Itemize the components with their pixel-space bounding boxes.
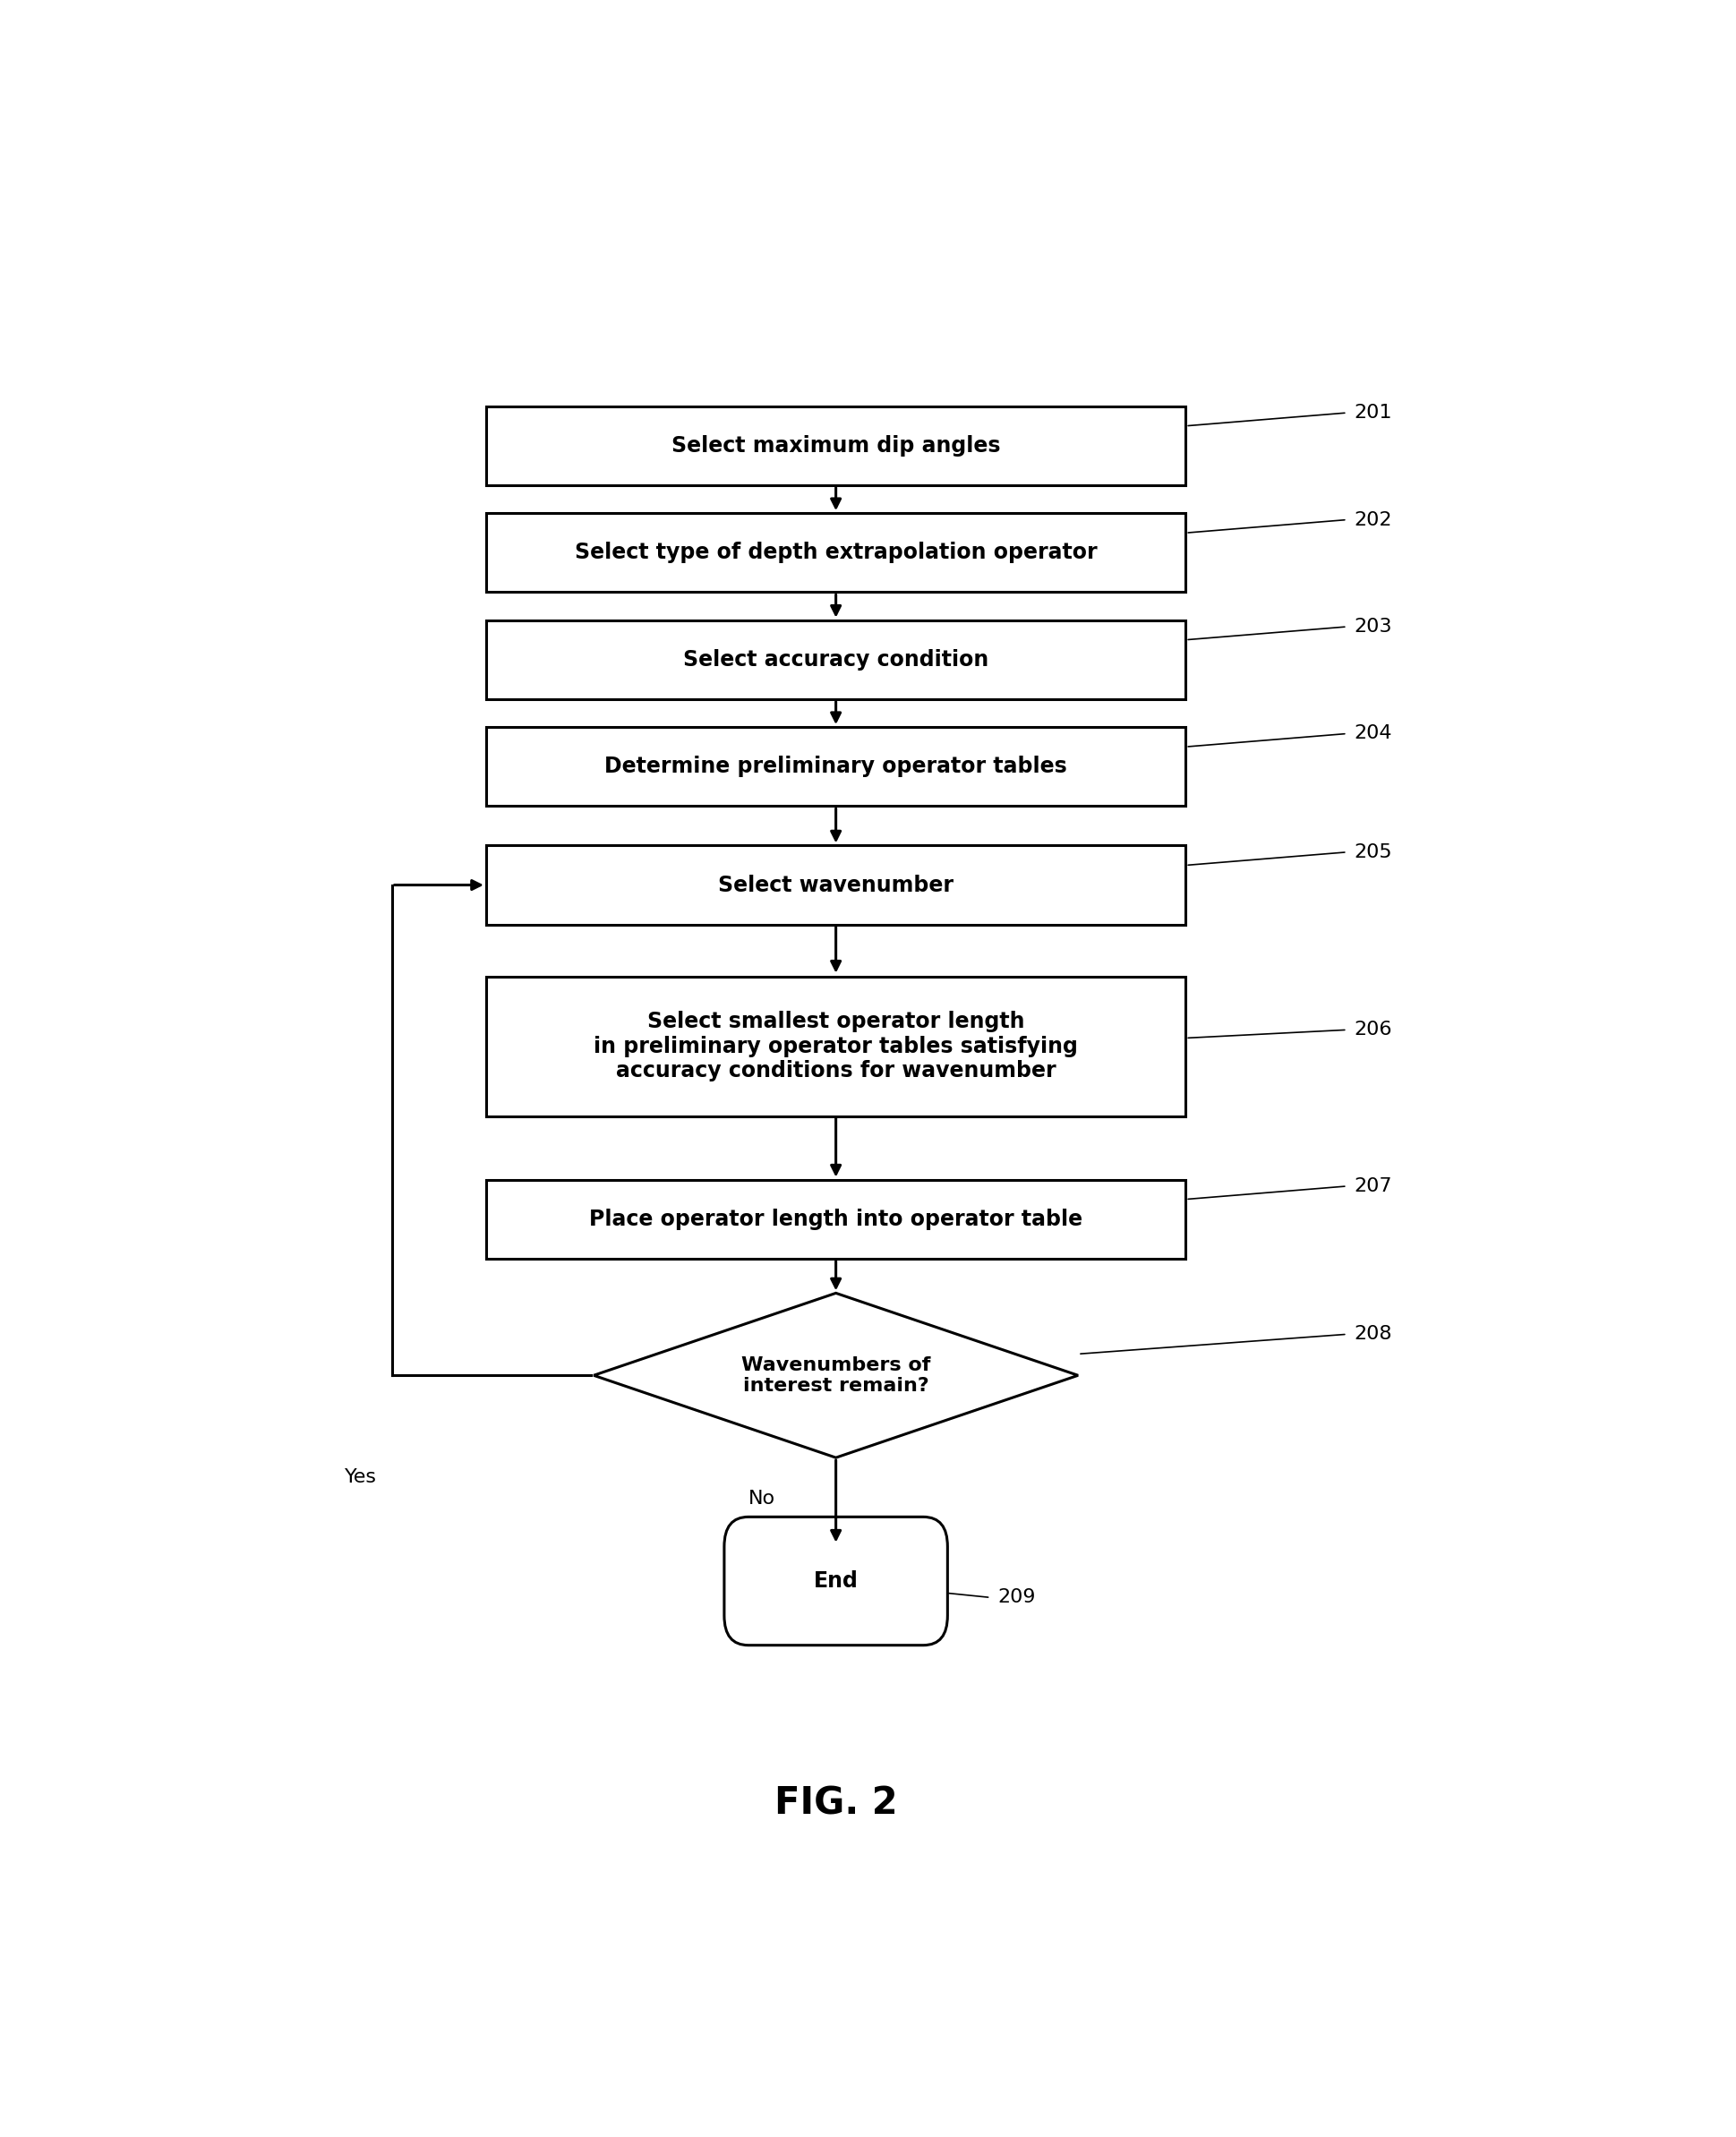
Text: Select type of depth extrapolation operator: Select type of depth extrapolation opera… — [575, 543, 1097, 564]
FancyBboxPatch shape — [486, 727, 1186, 806]
Text: 202: 202 — [1354, 511, 1392, 528]
Text: End: End — [814, 1571, 858, 1592]
Text: Select smallest operator length
in preliminary operator tables satisfying
accura: Select smallest operator length in preli… — [594, 1011, 1078, 1081]
Text: 203: 203 — [1354, 618, 1392, 635]
FancyBboxPatch shape — [486, 977, 1186, 1116]
Text: FIG. 2: FIG. 2 — [774, 1784, 898, 1823]
Text: Select accuracy condition: Select accuracy condition — [684, 650, 988, 671]
Text: 207: 207 — [1354, 1177, 1392, 1195]
Text: Determine preliminary operator tables: Determine preliminary operator tables — [604, 756, 1068, 778]
Text: 201: 201 — [1354, 404, 1392, 421]
Polygon shape — [594, 1293, 1078, 1457]
FancyBboxPatch shape — [486, 620, 1186, 699]
FancyBboxPatch shape — [486, 846, 1186, 925]
FancyBboxPatch shape — [486, 406, 1186, 485]
Text: Yes: Yes — [345, 1468, 377, 1487]
Text: Select wavenumber: Select wavenumber — [719, 874, 953, 895]
Text: Select maximum dip angles: Select maximum dip angles — [672, 436, 1000, 457]
Text: 209: 209 — [996, 1588, 1035, 1607]
Text: 205: 205 — [1354, 844, 1392, 861]
Text: 206: 206 — [1354, 1021, 1392, 1039]
FancyBboxPatch shape — [724, 1517, 948, 1645]
Text: 208: 208 — [1354, 1325, 1392, 1344]
FancyBboxPatch shape — [486, 513, 1186, 592]
Text: No: No — [748, 1489, 776, 1509]
FancyBboxPatch shape — [486, 1180, 1186, 1259]
Text: Wavenumbers of
interest remain?: Wavenumbers of interest remain? — [741, 1357, 930, 1395]
Text: Place operator length into operator table: Place operator length into operator tabl… — [589, 1207, 1083, 1229]
Text: 204: 204 — [1354, 724, 1392, 742]
